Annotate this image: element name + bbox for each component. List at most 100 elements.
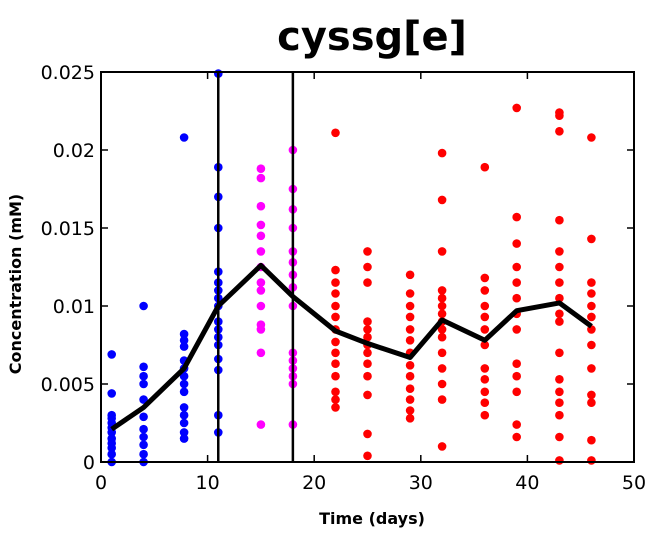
data-point — [405, 361, 415, 370]
data-point — [437, 442, 447, 451]
y-tick-label: 0.02 — [53, 140, 95, 162]
data-point — [555, 247, 564, 256]
data-point — [555, 293, 564, 303]
data-point — [512, 239, 521, 248]
data-point — [437, 148, 447, 158]
data-point — [107, 389, 116, 398]
data-point — [587, 278, 596, 287]
data-point — [405, 406, 415, 415]
data-point — [256, 420, 266, 429]
data-point — [331, 403, 340, 412]
data-point — [405, 371, 415, 381]
data-point — [587, 234, 596, 244]
data-point — [256, 278, 266, 287]
data-point — [179, 379, 189, 389]
data-point — [405, 270, 415, 280]
data-point — [587, 312, 596, 322]
data-point — [139, 379, 148, 389]
data-point — [256, 247, 266, 256]
data-point — [405, 336, 415, 345]
data-point — [512, 103, 521, 113]
y-axis-label: Concentration (mM) — [6, 194, 25, 375]
data-point — [587, 340, 596, 350]
data-point — [256, 164, 266, 173]
data-point — [437, 325, 447, 334]
data-point — [363, 390, 372, 400]
data-point — [480, 312, 490, 322]
data-point — [405, 289, 415, 298]
data-point — [480, 387, 490, 397]
data-layer — [107, 69, 596, 467]
data-point — [363, 247, 372, 256]
data-point — [512, 325, 521, 334]
data-point — [405, 312, 415, 322]
x-tick-label: 40 — [515, 472, 539, 494]
data-point — [587, 133, 596, 142]
data-point — [331, 359, 340, 369]
data-point — [587, 390, 596, 400]
data-point — [331, 289, 340, 298]
x-tick-label: 30 — [409, 472, 433, 494]
y-tick-label: 0.025 — [41, 62, 95, 84]
data-point — [179, 342, 189, 351]
data-point — [179, 410, 189, 420]
data-point — [405, 325, 415, 334]
data-point — [480, 340, 490, 350]
data-point — [256, 348, 266, 358]
data-point — [555, 111, 564, 120]
data-point — [179, 329, 189, 339]
data-point — [587, 456, 596, 465]
data-point — [555, 410, 564, 420]
x-axis-label: Time (days) — [319, 509, 425, 528]
data-point — [331, 348, 340, 358]
data-point — [363, 451, 372, 461]
x-tick-label: 10 — [196, 472, 220, 494]
data-point — [179, 133, 189, 142]
data-point — [512, 432, 521, 442]
data-point — [256, 173, 266, 183]
data-point — [139, 371, 148, 381]
data-point — [437, 309, 447, 319]
data-point — [179, 336, 189, 345]
data-point — [179, 418, 189, 428]
data-point — [179, 428, 189, 437]
plot-area-border — [100, 71, 635, 463]
data-point — [331, 371, 340, 381]
data-point — [107, 449, 116, 459]
data-point — [363, 332, 372, 342]
y-tick-label: 0.015 — [41, 218, 95, 240]
data-point — [107, 350, 116, 359]
data-point — [179, 434, 189, 443]
data-point — [363, 262, 372, 272]
data-point — [405, 395, 415, 404]
data-point — [405, 384, 415, 394]
data-point — [363, 278, 372, 287]
data-point — [363, 359, 372, 369]
data-point — [331, 278, 340, 287]
data-point — [331, 312, 340, 322]
data-point — [480, 301, 490, 311]
axis-layer: 0 10 20 30 40 50 0 0.005 0.01 0.015 0.02 0.025 — [41, 62, 647, 494]
data-point — [139, 301, 148, 311]
data-point — [437, 395, 447, 404]
data-point — [256, 220, 266, 230]
data-point — [555, 348, 564, 358]
data-point — [256, 301, 266, 311]
data-point — [331, 301, 340, 311]
data-point — [437, 247, 447, 256]
data-point — [331, 387, 340, 397]
data-point — [437, 293, 447, 303]
data-point — [555, 262, 564, 272]
data-point — [480, 375, 490, 384]
data-point — [555, 398, 564, 408]
data-point — [480, 325, 490, 334]
data-point — [587, 435, 596, 445]
data-point — [437, 286, 447, 295]
data-point — [179, 387, 189, 397]
data-point — [587, 301, 596, 311]
chart-title: cyssg[e] — [277, 14, 467, 60]
data-point — [405, 414, 415, 423]
data-point — [480, 364, 490, 373]
